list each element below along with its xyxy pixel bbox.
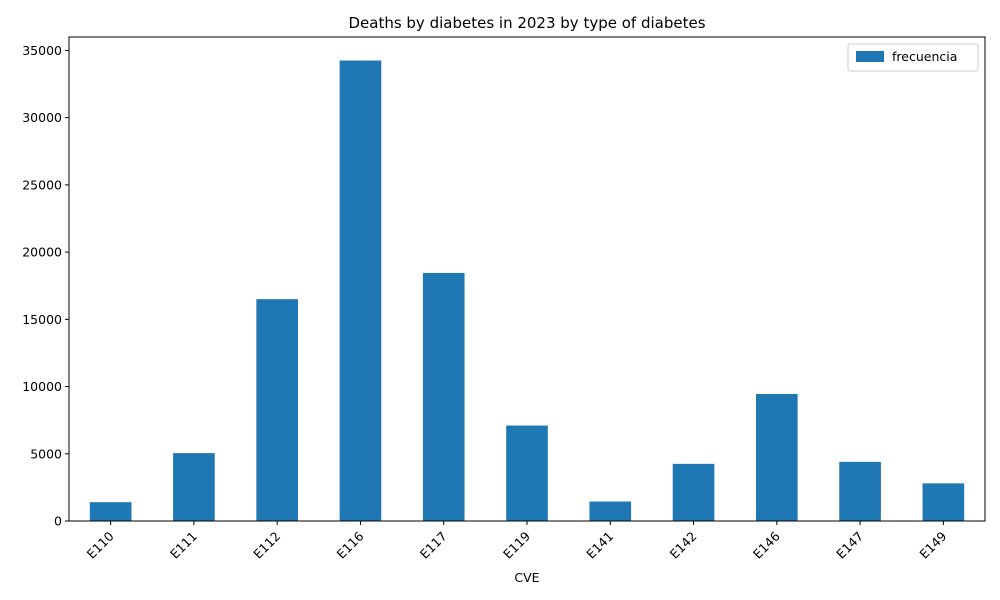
x-tick-label: E111: [167, 529, 200, 562]
legend-swatch: [856, 51, 884, 62]
y-tick-label: 30000: [22, 110, 62, 125]
y-axis: 0 5000 10000 15000 20000 25000 30000 35000: [22, 43, 69, 529]
y-tick-label: 25000: [22, 177, 62, 192]
x-tick-label: E142: [667, 529, 700, 562]
bar-E119: [506, 425, 548, 521]
x-tick-label: E146: [750, 528, 783, 561]
x-tick-label: E110: [84, 528, 117, 561]
bar-E111: [173, 453, 215, 521]
legend-label: frecuencia: [892, 49, 957, 64]
y-tick-label: 0: [54, 514, 62, 529]
x-axis-title: CVE: [514, 570, 539, 585]
bar-E142: [672, 463, 715, 521]
legend: frecuencia: [847, 43, 979, 72]
x-tick-label: E119: [500, 528, 533, 561]
y-tick-label: 10000: [22, 379, 62, 394]
x-tick-label: E117: [417, 529, 450, 562]
x-tick-label: E112: [250, 529, 283, 562]
y-tick-label: 15000: [22, 312, 62, 327]
bar-E141: [589, 501, 632, 521]
bars-layer: [89, 60, 965, 522]
x-tick-label: E116: [334, 528, 367, 561]
y-tick-label: 35000: [22, 43, 62, 58]
plot-frame: [68, 36, 986, 522]
chart-title: Deaths by diabetes in 2023 by type of di…: [348, 14, 705, 32]
bar-E116: [339, 60, 382, 522]
bar-E110: [89, 502, 132, 521]
bar-E112: [256, 299, 298, 521]
y-tick-label: 20000: [22, 245, 62, 260]
x-tick-label: E149: [916, 528, 949, 561]
legend-box: [847, 43, 979, 72]
y-tick-label: 5000: [30, 446, 62, 461]
x-axis: E110 E111 E112 E116 E117 E119 E141 E142 E146 E147…: [84, 521, 950, 562]
x-tick-label: E141: [583, 529, 616, 562]
bar-E149: [922, 483, 965, 521]
bar-E146: [756, 393, 798, 521]
x-tick-label: E147: [833, 529, 866, 562]
bar-E147: [839, 461, 881, 521]
bar-E117: [422, 272, 465, 521]
